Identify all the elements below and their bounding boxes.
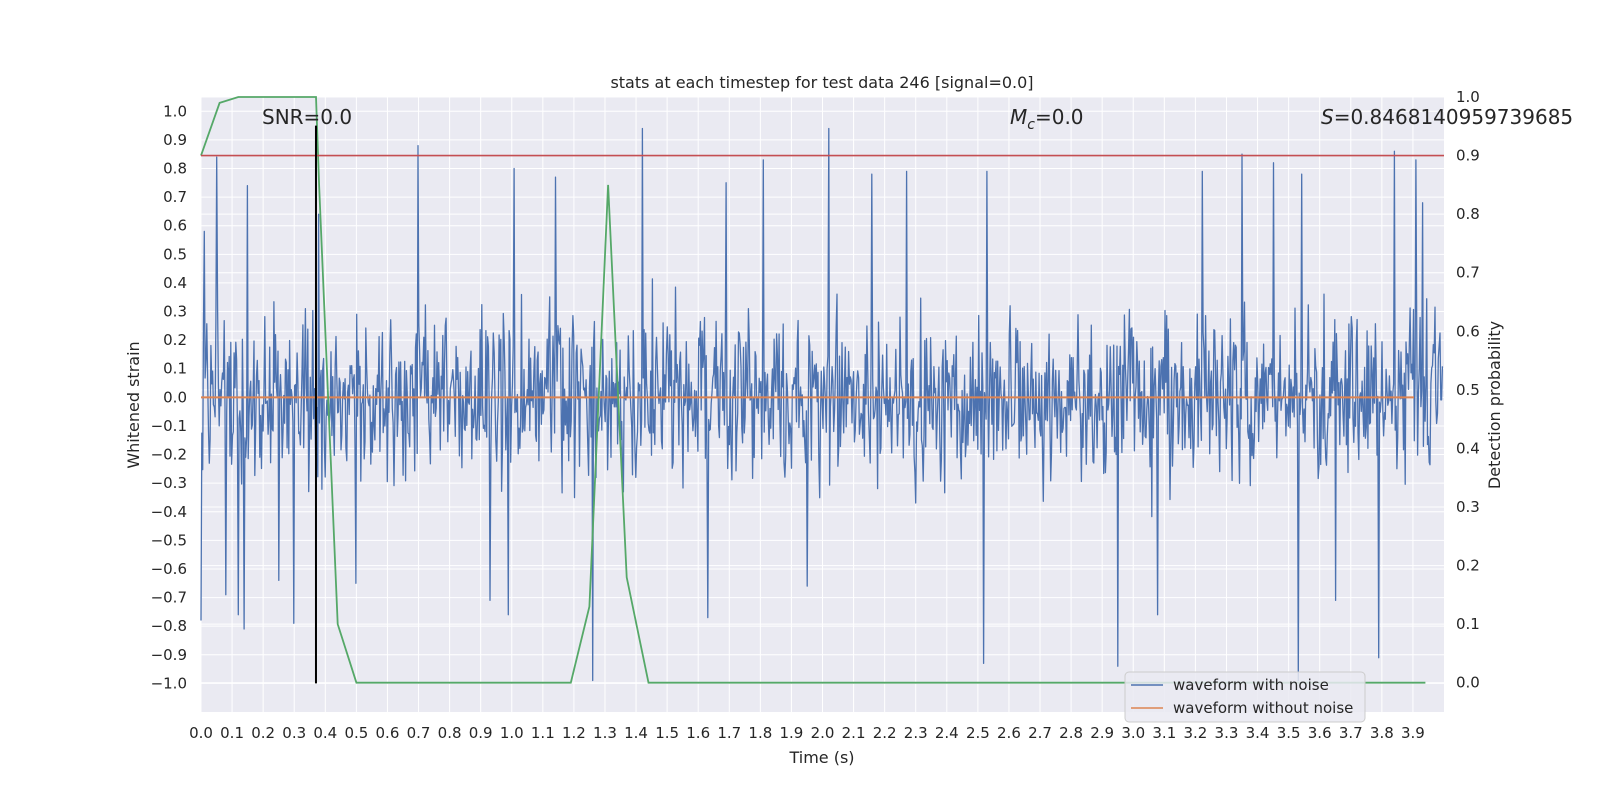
- x-tick-label: 3.3: [1215, 724, 1239, 742]
- x-tick-label: 2.7: [1028, 724, 1052, 742]
- x-tick-label: 1.2: [562, 724, 586, 742]
- right-y-tick-label: 0.3: [1456, 498, 1480, 516]
- x-tick-label: 2.3: [904, 724, 928, 742]
- left-y-tick-label: 0.4: [163, 274, 187, 292]
- x-tick-label: 3.1: [1152, 724, 1176, 742]
- x-axis-label: Time (s): [788, 748, 854, 767]
- x-tick-label: 3.2: [1183, 724, 1207, 742]
- score-annotation: S=0.846814095973968​5: [1321, 105, 1573, 129]
- x-tick-label: 3.4: [1246, 724, 1270, 742]
- right-y-tick-label: 0.9: [1456, 147, 1480, 165]
- x-tick-label: 2.9: [1090, 724, 1114, 742]
- chirp-mass-symbol: M: [1010, 105, 1027, 129]
- x-tick-label: 3.5: [1277, 724, 1301, 742]
- x-tick-label: 0.4: [313, 724, 337, 742]
- snr-annotation: SNR=0.0: [262, 105, 352, 129]
- x-tick-label: 0.6: [376, 724, 400, 742]
- left-y-tick-label: 0.6: [163, 217, 187, 235]
- left-y-tick-label: −0.1: [151, 417, 187, 435]
- score-value: =0.846814095973968​5: [1334, 105, 1573, 129]
- left-y-tick-label: −1.0: [151, 674, 187, 692]
- legend-box: [1124, 671, 1366, 723]
- x-tick-label: 3.6: [1308, 724, 1332, 742]
- right-y-axis-label: Detection probability: [1485, 321, 1504, 489]
- chirp-mass-value: =0.0: [1035, 105, 1084, 129]
- x-axis-ticks: 0.0 0.1 0.2 0.3 0.4 0.5 0.6 0.7 0.8 0.9 1.0 1.1 1.2 1…: [189, 724, 1425, 742]
- right-y-tick-label: 0.7: [1456, 264, 1480, 282]
- left-y-tick-label: 0.3: [163, 303, 187, 321]
- right-y-tick-label: 0.2: [1456, 557, 1480, 575]
- series-detection-probability: [200, 96, 1426, 684]
- x-tick-label: 3.0: [1121, 724, 1145, 742]
- x-tick-label: 1.1: [531, 724, 555, 742]
- left-y-axis-ticks: 1.0 0.9 0.8 0.7 0.6 0.5 0.4 0.3 0.2 0.1 0.0 −0.1 −0.…: [151, 102, 187, 692]
- left-y-tick-label: −0.8: [151, 617, 187, 635]
- legend-label-waveform-without-noise: waveform without noise: [1173, 699, 1353, 717]
- x-tick-label: 2.4: [935, 724, 959, 742]
- chirp-mass-annotation: Mc=0.0: [1010, 105, 1084, 133]
- left-y-tick-label: 0.0: [163, 388, 187, 406]
- series-waveform-with-noise: [200, 127, 1444, 682]
- left-y-tick-label: −0.4: [151, 503, 187, 521]
- legend: waveform with noise waveform without noi…: [1124, 671, 1366, 723]
- x-tick-label: 2.2: [873, 724, 897, 742]
- x-tick-label: 1.6: [686, 724, 710, 742]
- right-y-tick-label: 0.8: [1456, 205, 1480, 223]
- left-y-tick-label: −0.2: [151, 446, 187, 464]
- x-tick-label: 1.5: [655, 724, 679, 742]
- x-tick-label: 3.7: [1339, 724, 1363, 742]
- x-tick-label: 0.1: [220, 724, 244, 742]
- left-y-tick-label: 0.1: [163, 360, 187, 378]
- right-y-axis-ticks: 1.0 0.9 0.8 0.7 0.6 0.5 0.4 0.3 0.2 0.1 0.0: [1456, 88, 1480, 692]
- x-tick-label: 1.4: [624, 724, 648, 742]
- x-tick-label: 0.5: [344, 724, 368, 742]
- x-tick-label: 0.7: [407, 724, 431, 742]
- left-y-tick-label: −0.3: [151, 474, 187, 492]
- right-y-tick-label: 0.1: [1456, 615, 1480, 633]
- x-tick-label: 1.9: [779, 724, 803, 742]
- legend-label-waveform-with-noise: waveform with noise: [1173, 676, 1329, 694]
- x-tick-label: 1.0: [500, 724, 524, 742]
- right-y-tick-label: 0.6: [1456, 322, 1480, 340]
- left-y-tick-label: −0.9: [151, 646, 187, 664]
- x-tick-label: 1.3: [593, 724, 617, 742]
- left-y-tick-label: 0.5: [163, 245, 187, 263]
- probability-path: [200, 96, 1426, 684]
- left-y-tick-label: 0.2: [163, 331, 187, 349]
- x-tick-label: 2.5: [966, 724, 990, 742]
- right-y-tick-label: 0.4: [1456, 439, 1480, 457]
- x-tick-label: 2.6: [997, 724, 1021, 742]
- noisy-waveform-path: [200, 127, 1444, 682]
- right-y-tick-label: 1.0: [1456, 88, 1480, 106]
- x-tick-label: 2.1: [842, 724, 866, 742]
- x-tick-label: 0.3: [282, 724, 306, 742]
- right-y-tick-label: 0.5: [1456, 381, 1480, 399]
- x-tick-label: 0.8: [438, 724, 462, 742]
- left-y-tick-label: −0.5: [151, 531, 187, 549]
- left-y-tick-label: 1.0: [163, 102, 187, 120]
- left-y-axis-label: Whitened strain: [124, 341, 143, 468]
- left-y-tick-label: 0.7: [163, 188, 187, 206]
- x-tick-label: 2.8: [1059, 724, 1083, 742]
- score-symbol: S: [1321, 105, 1334, 129]
- left-y-tick-label: 0.9: [163, 131, 187, 149]
- chirp-mass-subscript: c: [1027, 117, 1035, 133]
- left-y-tick-label: −0.6: [151, 560, 187, 578]
- x-tick-label: 1.7: [717, 724, 741, 742]
- x-tick-label: 3.8: [1370, 724, 1394, 742]
- right-y-tick-label: 0.0: [1456, 674, 1480, 692]
- x-tick-label: 0.9: [469, 724, 493, 742]
- left-y-tick-label: −0.7: [151, 589, 187, 607]
- chart-title: stats at each timestep for test data 246…: [610, 73, 1033, 92]
- left-y-tick-label: 0.8: [163, 160, 187, 178]
- x-tick-label: 0.2: [251, 724, 275, 742]
- x-tick-label: 1.8: [748, 724, 772, 742]
- x-tick-label: 0.0: [189, 724, 213, 742]
- x-tick-label: 2.0: [811, 724, 835, 742]
- x-tick-label: 3.9: [1401, 724, 1425, 742]
